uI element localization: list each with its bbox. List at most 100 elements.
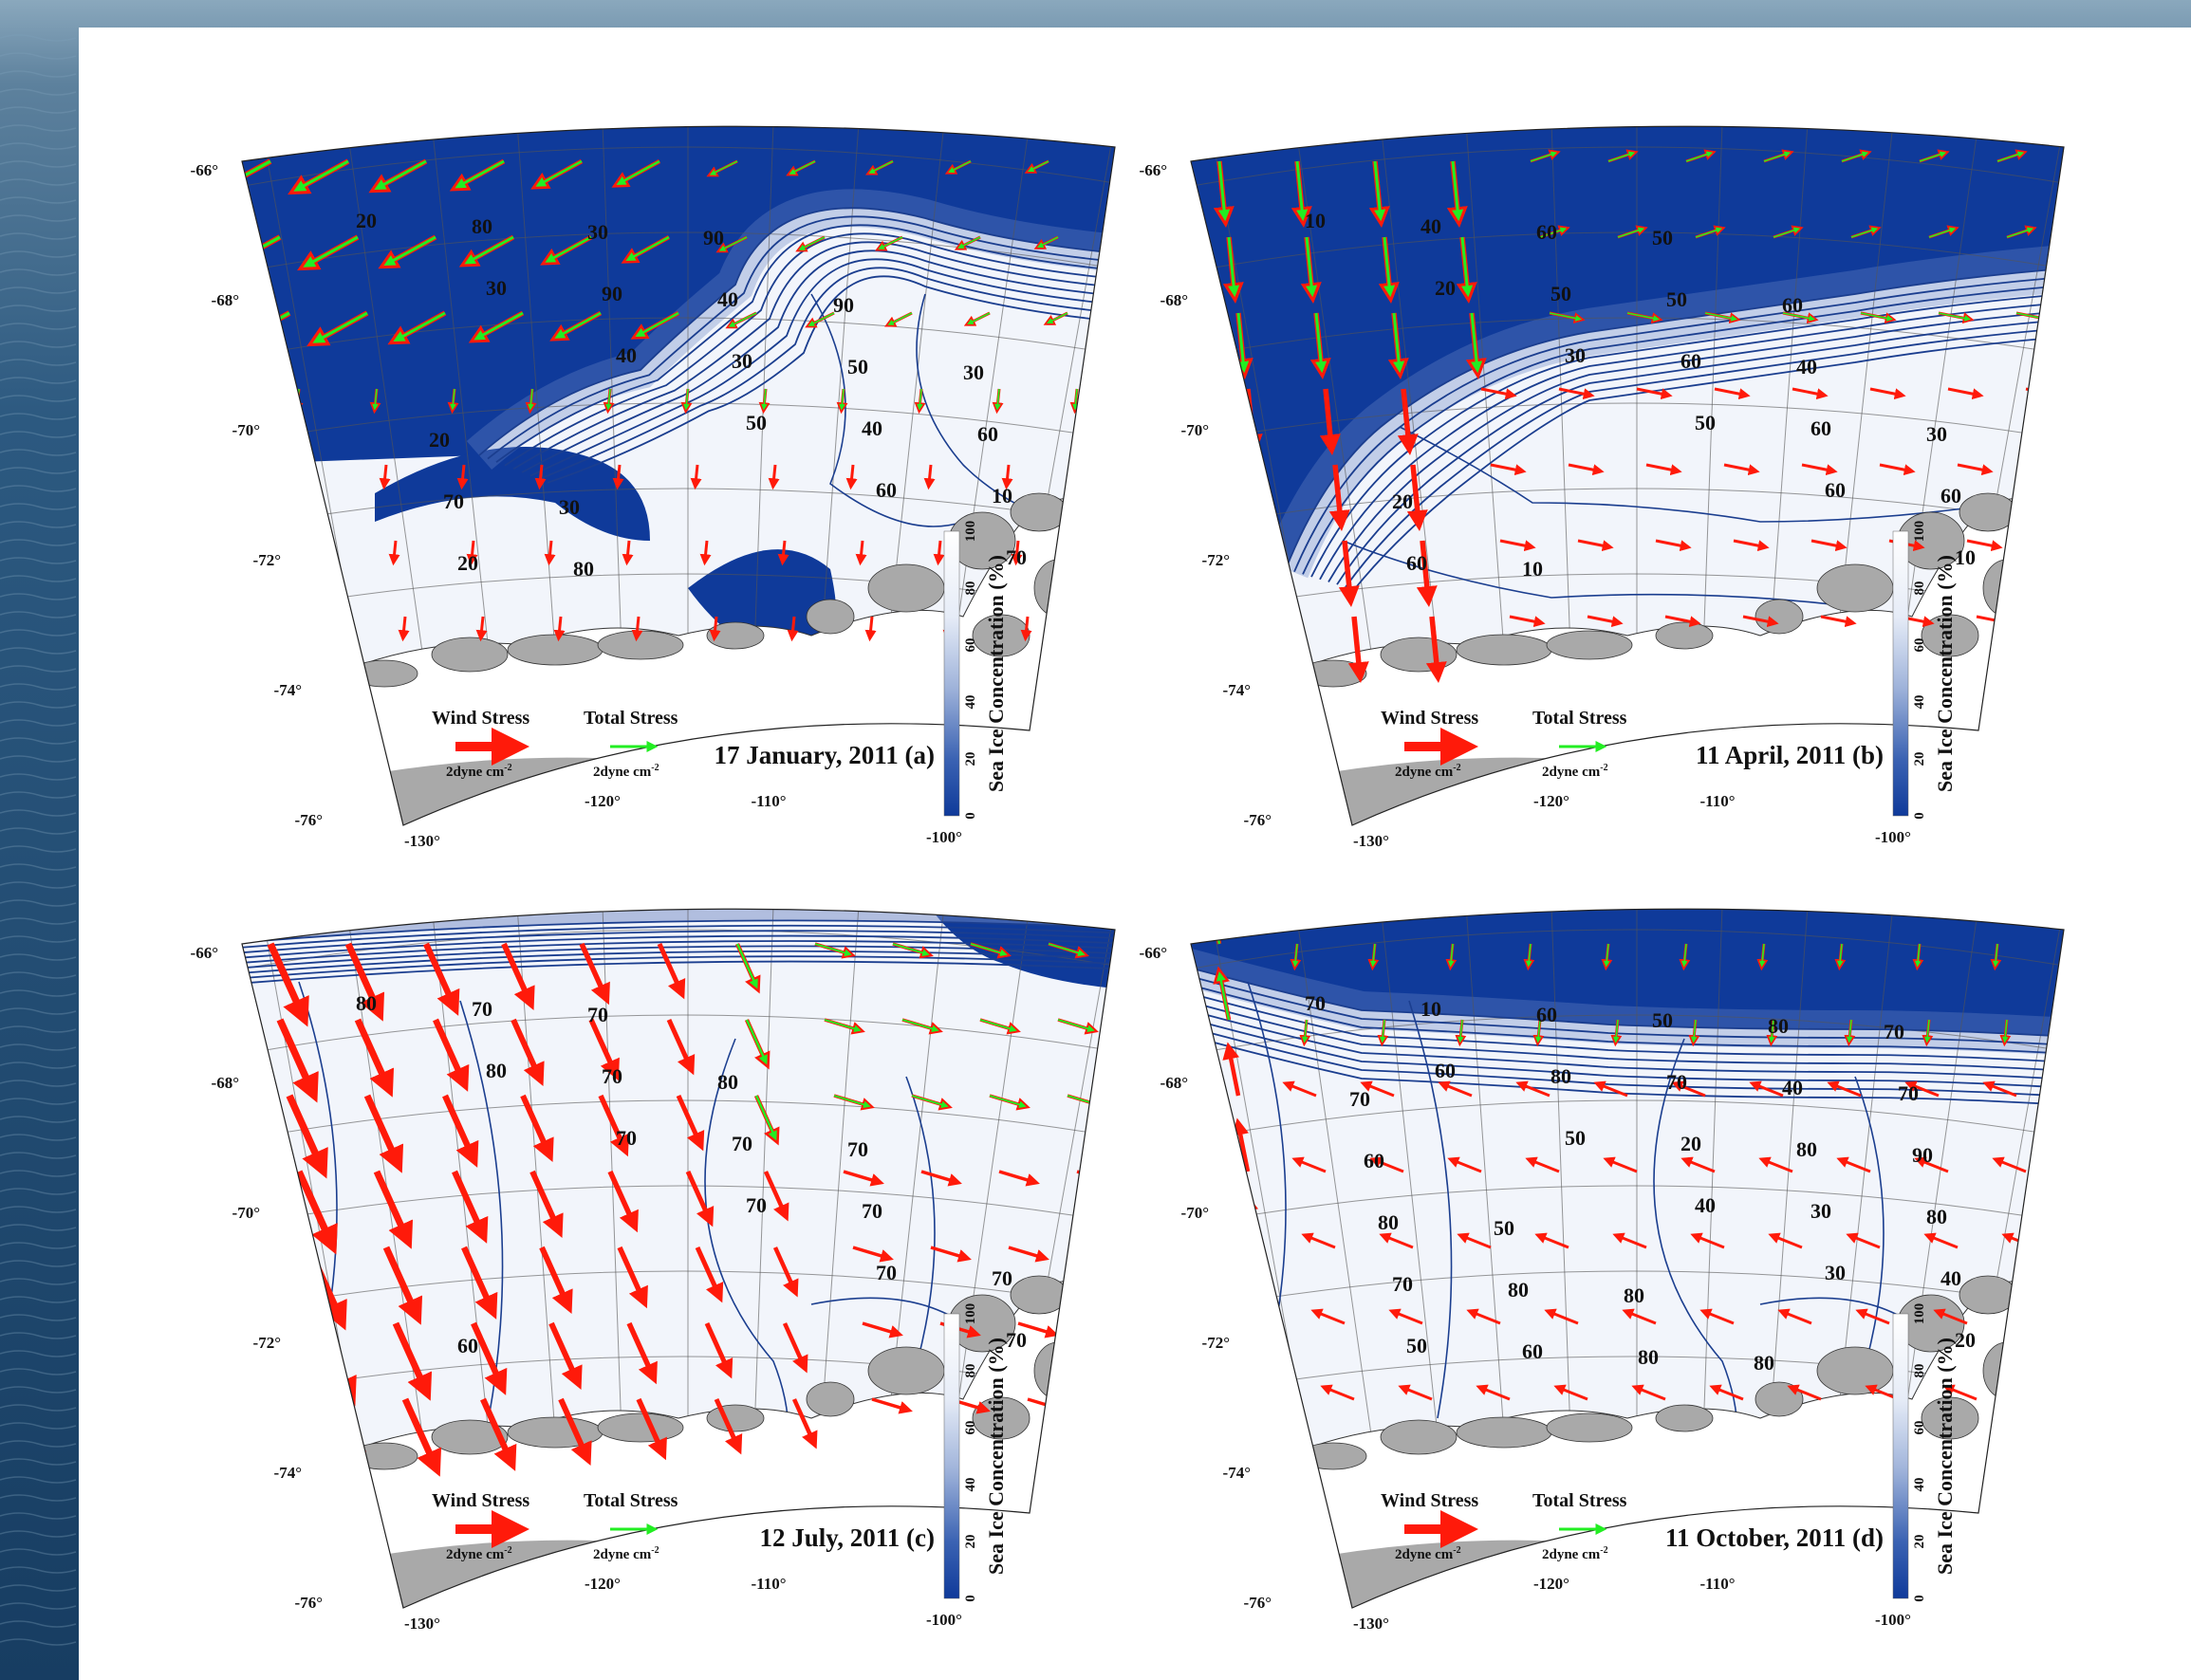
contour-label: 50 [1550, 282, 1571, 305]
contour-labels: 80 80 70 70 70 70 70 70 70 70 70 60 70 80 70 [356, 991, 1027, 1357]
wind-stress-arrow [657, 942, 686, 1000]
wind-stress-arrow [1328, 464, 1350, 532]
wind-stress-arrow [1846, 1232, 1881, 1249]
lat-tick-label: -70° [232, 1204, 260, 1222]
total-stress-arrow [1612, 1019, 1620, 1043]
wind-stress-arrow [539, 1246, 573, 1315]
wind-stress-arrow [392, 1321, 433, 1401]
wind-stress-arrow [1076, 1170, 1115, 1187]
wind-stress-arrow [267, 942, 309, 1027]
wind-stress-arrow [871, 1397, 913, 1414]
contour-label: 70 [847, 1137, 868, 1161]
contour-label: 80 [1768, 1014, 1789, 1038]
total-stress-arrow [868, 160, 894, 174]
lat-tick-label: -70° [1181, 421, 1209, 439]
contour-label: 90 [833, 293, 854, 317]
wind-stress-arrow [631, 616, 643, 642]
wind-stress-arrow [1587, 615, 1624, 628]
wind-stress-arrow [1232, 1117, 1251, 1172]
wind-stress-arrow [1553, 1384, 1588, 1401]
lat-tick-label: -70° [1181, 1204, 1209, 1222]
total-stress-arrow [1027, 160, 1049, 173]
wind-stress-arrow [685, 1170, 715, 1228]
wind-stress-arrow [1301, 1232, 1336, 1249]
longitude-ticks: -130° -120° -110° -100° [1353, 1575, 1911, 1633]
wind-stress-arrow [930, 1246, 972, 1263]
lon-tick-label: -100° [926, 1611, 962, 1629]
latitude-ticks: -66° -68° -70° -72° -74° -76° [1140, 161, 1272, 829]
map-panel-b: 10 20 30 50 60 10 40 50 60 60 60 60 60 50 40 30 20 10 50 60… [1140, 125, 2065, 850]
colorbar-title: Sea Ice Concentration (%) [1933, 1338, 1957, 1575]
wind-stress-arrow [344, 942, 385, 1022]
wind-stress-arrow [1242, 1384, 1277, 1401]
wind-stress-arrow [1098, 616, 1110, 642]
wind-stress-arrow [324, 1397, 366, 1483]
contour-label: 70 [862, 1199, 882, 1223]
contour-label: 70 [876, 1261, 897, 1284]
wind-stress-arrow [1749, 1080, 1784, 1098]
total-stress-arrow [1680, 943, 1688, 968]
contour-label: 40 [1695, 1193, 1716, 1217]
wind-stress-arrow [553, 616, 566, 642]
wind-stress-arrow [388, 540, 400, 566]
total-scale-label: 2dyne cm-2 [593, 1545, 659, 1562]
wind-stress-arrow [310, 540, 323, 566]
wind-stress-arrow [480, 1397, 517, 1471]
wind-stress-arrow [695, 1246, 724, 1303]
map-panel-c: 80 80 70 70 70 70 70 70 70 70 70 60 70 80 70 -66° -68° -7… [191, 908, 1116, 1633]
contour-label: 30 [1810, 1199, 1831, 1223]
total-stress-arrow [1227, 236, 1240, 298]
contour-label: 40 [1420, 214, 1441, 238]
lat-tick-label: -66° [191, 944, 218, 962]
wind-stress-arrow [1577, 539, 1614, 552]
total-stress-arrow [957, 236, 981, 249]
contour-label: 20 [457, 551, 478, 575]
lon-tick-label: -120° [1533, 1575, 1569, 1593]
contour-label: 80 [1378, 1210, 1399, 1234]
total-stress-arrow [1996, 151, 2025, 162]
latitude-ticks: -66° -68° -70° -72° -74° -76° [191, 944, 323, 1612]
total-stress-arrow [1236, 312, 1250, 374]
total-stress-arrow [1057, 1019, 1095, 1033]
wind-stress-arrow [1923, 1232, 1959, 1249]
wind-stress-arrow [1397, 388, 1419, 456]
wind-stress-arrow [862, 1321, 903, 1338]
total-stress-arrow [605, 388, 612, 411]
colorbar-tick-label: 100 [1912, 1303, 1927, 1325]
wind-stress-arrow [1699, 1308, 1735, 1325]
lat-tick-label: -66° [1140, 944, 1167, 962]
total-stress-arrow [1305, 236, 1318, 298]
contour-label: 70 [587, 1003, 608, 1026]
wind-stress-arrow [607, 1170, 639, 1233]
total-stress-arrow [1919, 151, 1947, 162]
wind-stress-arrow [1655, 539, 1692, 552]
lat-tick-label: -72° [253, 551, 281, 569]
wind-stress-arrow [1008, 1246, 1049, 1263]
colorbar-tick-label: 80 [963, 582, 978, 596]
map-panel-a: 20 30 40 50 60 70 80 90 30 40 10 20 30 40 50 60 70 80 90 90… [191, 125, 1116, 850]
total-stress-arrow [1295, 160, 1309, 222]
longitude-ticks: -130° -120° -110° -100° [404, 792, 962, 850]
colorbar-tick-label: 20 [963, 752, 978, 766]
lon-tick-label: -110° [1699, 1575, 1735, 1593]
lon-tick-label: -110° [1699, 792, 1735, 810]
total-stress-arrow [1072, 388, 1079, 411]
colorbar: 0 20 40 60 80 100 Sea Ice Concentration (%) [943, 521, 1008, 820]
wind-stress-arrow [1509, 615, 1546, 628]
lon-tick-label: -110° [751, 792, 786, 810]
wind-stress-arrow [1447, 1156, 1482, 1173]
contour-label: 50 [1652, 1008, 1673, 1032]
total-stress-arrow [1860, 312, 1893, 322]
colorbar-tick-label: 100 [1912, 521, 1927, 543]
total-stress-arrow [1383, 236, 1396, 298]
lat-tick-label: -74° [1223, 681, 1251, 699]
total-stress-arrow [1607, 151, 1636, 162]
wind-stress-arrow [2044, 539, 2064, 548]
wind-stress-arrow [1714, 387, 1751, 400]
total-stress-arrow [2006, 227, 2034, 238]
total-stress-arrow [1846, 1019, 1853, 1043]
contour-label: 30 [587, 220, 608, 244]
colorbar-title: Sea Ice Concentration (%) [984, 1338, 1008, 1575]
wind-stress-arrow [1982, 1080, 2017, 1098]
contour-label: 70 [992, 1266, 1012, 1290]
